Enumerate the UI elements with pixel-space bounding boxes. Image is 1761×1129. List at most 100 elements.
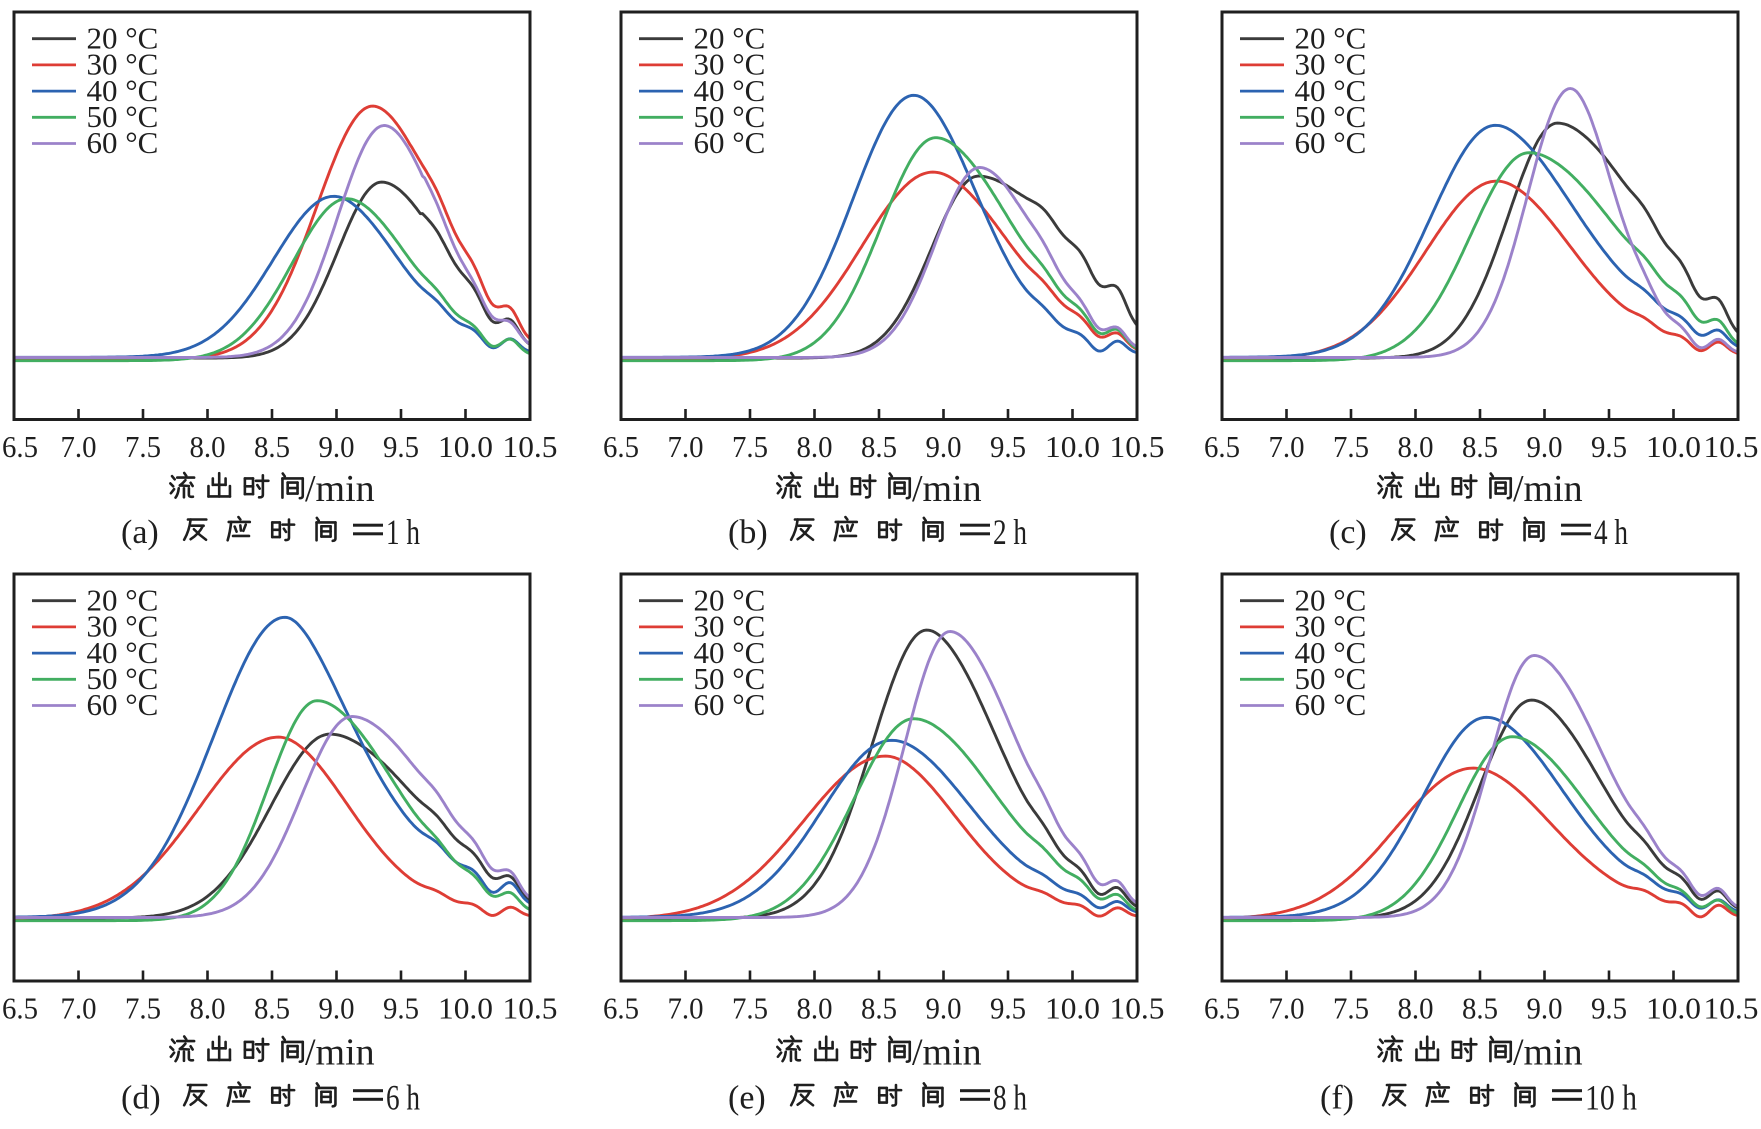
svg-text:9.0: 9.0 [1527,429,1563,464]
svg-text:10 h: 10 h [1585,1078,1637,1118]
svg-text:60 °C: 60 °C [694,687,766,722]
svg-text:20 °C: 20 °C [694,582,766,617]
svg-text:(e): (e) [728,1080,766,1117]
svg-text:/min: /min [1513,468,1583,510]
svg-text:9.0: 9.0 [926,991,962,1026]
svg-text:60 °C: 60 °C [694,125,766,160]
svg-text:40 °C: 40 °C [1295,635,1367,670]
svg-text:8 h: 8 h [993,1078,1027,1118]
svg-text:10.5: 10.5 [503,429,558,464]
svg-text:60 °C: 60 °C [1295,687,1367,722]
svg-text:7.5: 7.5 [1333,991,1369,1026]
svg-text:40 °C: 40 °C [87,73,159,108]
svg-text:40 °C: 40 °C [694,635,766,670]
svg-text:7.5: 7.5 [732,991,768,1026]
svg-text:8.0: 8.0 [797,429,833,464]
svg-text:1 h: 1 h [386,512,420,552]
svg-text:6.5: 6.5 [2,429,38,464]
svg-text:8.0: 8.0 [797,991,833,1026]
svg-text:10.5: 10.5 [1110,991,1165,1026]
svg-text:10.0: 10.0 [1045,991,1100,1026]
svg-text:/min: /min [305,468,375,510]
svg-text:50 °C: 50 °C [87,99,159,134]
svg-text:10.0: 10.0 [1646,991,1701,1026]
svg-text:(a): (a) [121,514,159,551]
svg-text:10.5: 10.5 [1110,429,1165,464]
svg-text:9.0: 9.0 [926,429,962,464]
svg-text:8.0: 8.0 [190,991,226,1026]
svg-text:9.5: 9.5 [1591,991,1627,1026]
svg-text:20 °C: 20 °C [1295,582,1367,617]
svg-text:/min: /min [912,468,982,510]
svg-text:10.0: 10.0 [438,429,493,464]
svg-text:7.0: 7.0 [668,991,704,1026]
svg-text:10.0: 10.0 [1045,429,1100,464]
svg-text:10.5: 10.5 [1704,991,1759,1026]
svg-text:30 °C: 30 °C [87,47,159,82]
svg-text:30 °C: 30 °C [1295,47,1367,82]
svg-text:4 h: 4 h [1594,512,1628,552]
svg-text:8.0: 8.0 [1398,991,1434,1026]
svg-text:(d): (d) [121,1080,161,1117]
svg-text:6.5: 6.5 [1204,991,1240,1026]
svg-text:7.5: 7.5 [1333,429,1369,464]
svg-text:6.5: 6.5 [603,429,639,464]
svg-text:7.0: 7.0 [61,991,97,1026]
svg-text:50 °C: 50 °C [694,661,766,696]
svg-text:8.5: 8.5 [254,429,290,464]
svg-text:9.5: 9.5 [1591,429,1627,464]
svg-text:20 °C: 20 °C [694,20,766,55]
svg-text:8.5: 8.5 [861,429,897,464]
svg-text:9.0: 9.0 [319,991,355,1026]
svg-text:7.5: 7.5 [125,429,161,464]
svg-text:60 °C: 60 °C [87,125,159,160]
svg-text:9.5: 9.5 [383,991,419,1026]
svg-text:50 °C: 50 °C [87,661,159,696]
svg-text:50 °C: 50 °C [1295,661,1367,696]
svg-text:6.5: 6.5 [603,991,639,1026]
svg-text:40 °C: 40 °C [87,635,159,670]
svg-text:8.5: 8.5 [861,991,897,1026]
svg-text:/min: /min [1513,1032,1583,1074]
svg-text:9.5: 9.5 [990,429,1026,464]
svg-text:2 h: 2 h [993,512,1027,552]
svg-text:10.5: 10.5 [1704,429,1759,464]
svg-text:50 °C: 50 °C [1295,99,1367,134]
svg-text:8.5: 8.5 [1462,991,1498,1026]
svg-text:6.5: 6.5 [1204,429,1240,464]
svg-text:60 °C: 60 °C [87,687,159,722]
svg-text:30 °C: 30 °C [1295,609,1367,644]
svg-text:7.0: 7.0 [1269,429,1305,464]
svg-text:8.0: 8.0 [1398,429,1434,464]
svg-text:20 °C: 20 °C [1295,20,1367,55]
svg-text:/min: /min [912,1032,982,1074]
svg-text:9.0: 9.0 [319,429,355,464]
svg-text:7.0: 7.0 [1269,991,1305,1026]
svg-text:6 h: 6 h [386,1078,420,1118]
svg-text:7.0: 7.0 [668,429,704,464]
svg-text:10.0: 10.0 [438,991,493,1026]
svg-text:(b): (b) [728,514,768,551]
svg-text:40 °C: 40 °C [694,73,766,108]
svg-text:7.0: 7.0 [61,429,97,464]
svg-text:30 °C: 30 °C [87,609,159,644]
svg-text:(f): (f) [1320,1080,1354,1117]
svg-text:30 °C: 30 °C [694,609,766,644]
svg-text:30 °C: 30 °C [694,47,766,82]
svg-text:9.0: 9.0 [1527,991,1563,1026]
svg-text:6.5: 6.5 [2,991,38,1026]
svg-text:10.5: 10.5 [503,991,558,1026]
svg-text:7.5: 7.5 [732,429,768,464]
svg-text:(c): (c) [1329,514,1367,551]
svg-text:20 °C: 20 °C [87,20,159,55]
svg-text:8.5: 8.5 [1462,429,1498,464]
svg-text:/min: /min [305,1032,375,1074]
svg-text:40 °C: 40 °C [1295,73,1367,108]
svg-text:8.5: 8.5 [254,991,290,1026]
svg-text:8.0: 8.0 [190,429,226,464]
svg-text:60 °C: 60 °C [1295,125,1367,160]
svg-text:9.5: 9.5 [383,429,419,464]
svg-text:7.5: 7.5 [125,991,161,1026]
svg-text:50 °C: 50 °C [694,99,766,134]
svg-text:10.0: 10.0 [1646,429,1701,464]
